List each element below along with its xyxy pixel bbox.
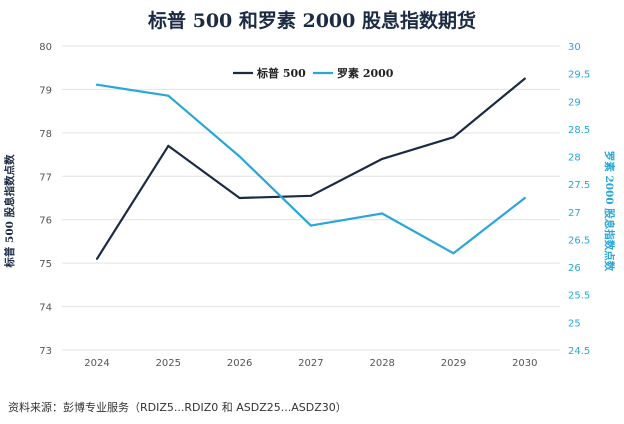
x-tick-label: 2027 — [298, 358, 323, 369]
series-line-sp500 — [96, 77, 526, 260]
series-line-russell2000 — [96, 83, 526, 255]
data-point-sp500 — [238, 196, 241, 200]
right-tick-label: 24.5 — [568, 346, 590, 357]
data-point-sp500 — [95, 257, 99, 260]
x-tick-label: 2029 — [441, 358, 466, 369]
legend-label-sp500: 标普 500 — [256, 66, 306, 80]
data-point-sp500 — [523, 77, 526, 80]
left-tick-label: 76 — [39, 216, 52, 227]
right-tick-label: 28 — [568, 153, 581, 164]
data-point-sp500 — [167, 144, 170, 147]
x-tick-label: 2030 — [512, 358, 537, 369]
data-point-sp500 — [309, 194, 312, 197]
left-axis-title: 标普 500 股息指数点数 — [3, 154, 16, 269]
data-point-sp500 — [452, 136, 455, 139]
x-axis-ticks: 2024 2025 2026 2027 2028 2029 2030 — [84, 358, 537, 369]
data-point-russell2000 — [452, 252, 455, 255]
left-tick-label: 73 — [39, 346, 52, 357]
left-tick-label: 78 — [39, 129, 52, 140]
right-tick-label: 25.5 — [568, 291, 590, 302]
right-tick-label: 29 — [568, 97, 581, 108]
data-point-russell2000 — [95, 83, 99, 86]
right-tick-label: 28.5 — [568, 125, 590, 136]
right-tick-label: 29.5 — [568, 70, 590, 81]
x-tick-label: 2026 — [227, 358, 252, 369]
x-tick-label: 2025 — [156, 358, 181, 369]
x-tick-label: 2028 — [369, 358, 394, 369]
right-axis-title: 罗素 2000 股息指数点数 — [603, 151, 616, 272]
x-tick-label: 2024 — [84, 358, 109, 369]
left-tick-label: 75 — [39, 259, 52, 270]
data-point-russell2000 — [309, 224, 312, 227]
source-note: 资料来源：彭博专业服务（RDIZ5...RDIZ0 和 ASDZ25...ASD… — [8, 400, 347, 414]
left-axis-ticks: 73 74 75 76 77 78 79 80 — [39, 42, 52, 357]
right-tick-label: 27 — [568, 208, 581, 219]
left-tick-label: 74 — [39, 303, 52, 314]
right-tick-label: 26.5 — [568, 235, 590, 246]
data-point-russell2000 — [238, 155, 241, 158]
legend-label-russell2000: 罗素 2000 — [337, 66, 394, 80]
gridlines — [62, 45, 560, 351]
data-point-russell2000 — [523, 196, 526, 200]
data-point-sp500 — [381, 157, 384, 161]
right-tick-label: 27.5 — [568, 180, 590, 191]
data-point-russell2000 — [167, 94, 170, 97]
left-tick-label: 79 — [39, 85, 52, 96]
series-lines — [95, 77, 526, 260]
chart-title: 标普 500 和罗素 2000 股息指数期货 — [148, 9, 476, 32]
right-tick-label: 30 — [568, 42, 581, 53]
right-axis-ticks: 24.5 25 25.5 26 26.5 27 27.5 28 28.5 29 29.5 30 — [568, 42, 590, 357]
right-tick-label: 25 — [568, 318, 581, 329]
right-tick-label: 26 — [568, 263, 581, 274]
legend: 标普 500 罗素 2000 — [233, 66, 394, 80]
data-point-russell2000 — [381, 212, 384, 215]
left-tick-label: 80 — [39, 42, 52, 53]
left-tick-label: 77 — [39, 172, 52, 183]
